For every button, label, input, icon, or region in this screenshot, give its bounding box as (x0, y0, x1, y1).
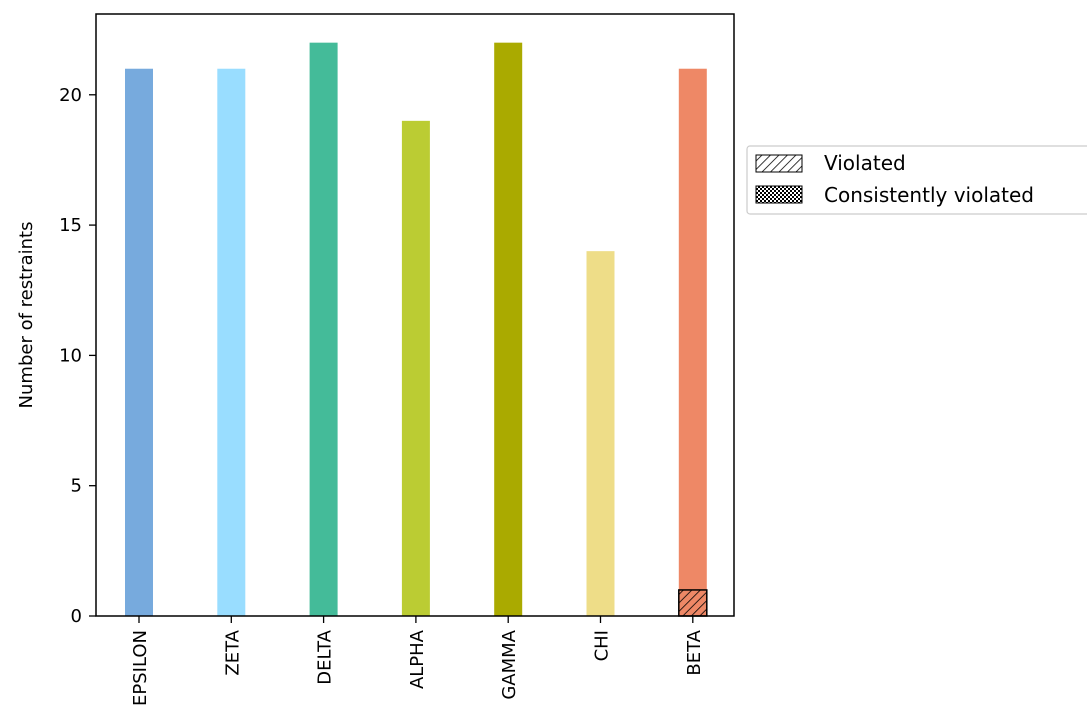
legend-label-consistently-violated: Consistently violated (824, 183, 1034, 207)
legend: Violated Consistently violated (746, 145, 1087, 215)
x-tick-label-delta: DELTA (315, 629, 336, 684)
bar-zeta (217, 68, 246, 616)
y-tick-label: 15 (59, 215, 82, 236)
legend-swatch-violated-hatch (755, 154, 803, 173)
bar-gamma (494, 42, 523, 616)
legend-label-violated: Violated (824, 151, 906, 175)
plot-frame (95, 13, 735, 617)
bar-epsilon (125, 68, 153, 616)
x-axis-ticks: EPSILON ZETA DELTA ALPHA GAMMA CHI BETA (130, 616, 705, 706)
violated-bar-beta (678, 589, 708, 617)
y-tick-label: 20 (59, 85, 82, 106)
legend-swatch-consistently-violated (755, 185, 803, 204)
y-axis-label: Number of restraints (16, 222, 37, 409)
bars-group (125, 42, 707, 617)
legend-box (746, 145, 1087, 215)
violation-overlays (678, 589, 708, 617)
bar-alpha (401, 120, 430, 617)
x-tick-label-beta: BETA (684, 629, 705, 675)
x-tick-label-alpha: ALPHA (407, 629, 428, 689)
x-tick-label-epsilon: EPSILON (130, 630, 151, 706)
y-tick-label: 10 (59, 345, 82, 366)
x-tick-label-chi: CHI (592, 630, 613, 661)
y-tick-label: 0 (71, 606, 82, 627)
x-tick-label-gamma: GAMMA (499, 629, 520, 699)
bar-beta (678, 68, 707, 616)
bar-chi (586, 251, 615, 616)
y-tick-label: 5 (71, 476, 82, 497)
x-tick-label-zeta: ZETA (222, 629, 243, 675)
y-axis-ticks: 0 5 10 15 20 (59, 85, 96, 627)
bar-delta (309, 42, 338, 616)
